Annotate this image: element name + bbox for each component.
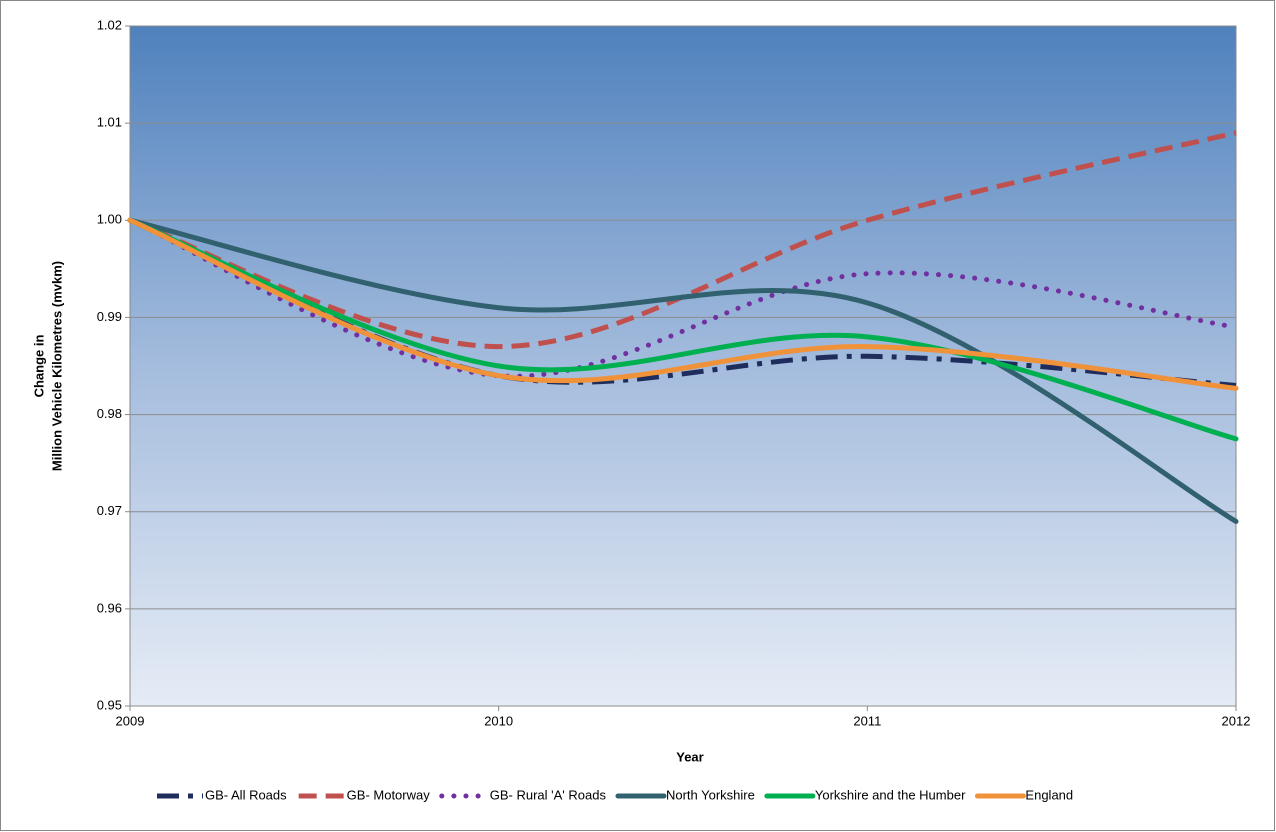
legend-label: England	[1025, 787, 1073, 802]
series-line	[127, 217, 1239, 442]
y-tick-label: 0.97	[97, 503, 122, 518]
x-tick-label: 2011	[853, 713, 881, 728]
legend-label: GB- All Roads	[205, 787, 287, 802]
x-axis-title: Year	[676, 749, 703, 764]
legend-label: GB- Motorway	[347, 787, 431, 802]
y-tick-label: 1.00	[97, 212, 122, 227]
legend-label: North Yorkshire	[666, 787, 755, 802]
series-line	[127, 217, 1239, 391]
y-tick-label: 1.02	[97, 17, 122, 32]
y-tick-label: 0.96	[97, 600, 122, 615]
y-tick-label: 0.98	[97, 406, 122, 421]
series-line	[127, 217, 1239, 524]
x-tick-label: 2009	[116, 713, 145, 728]
x-tick-label: 2012	[1222, 713, 1251, 728]
y-axis-title: Change in	[31, 335, 46, 398]
y-tick-label: 0.95	[97, 697, 122, 712]
legend-label: Yorkshire and the Humber	[815, 787, 966, 802]
x-tick-label: 2010	[484, 713, 513, 728]
legend-label: GB- Rural 'A' Roads	[490, 787, 607, 802]
y-tick-label: 0.99	[97, 309, 122, 324]
y-tick-label: 1.01	[97, 115, 122, 130]
y-axis-title: Million Vehicle Kilometres (mvkm)	[49, 261, 64, 471]
